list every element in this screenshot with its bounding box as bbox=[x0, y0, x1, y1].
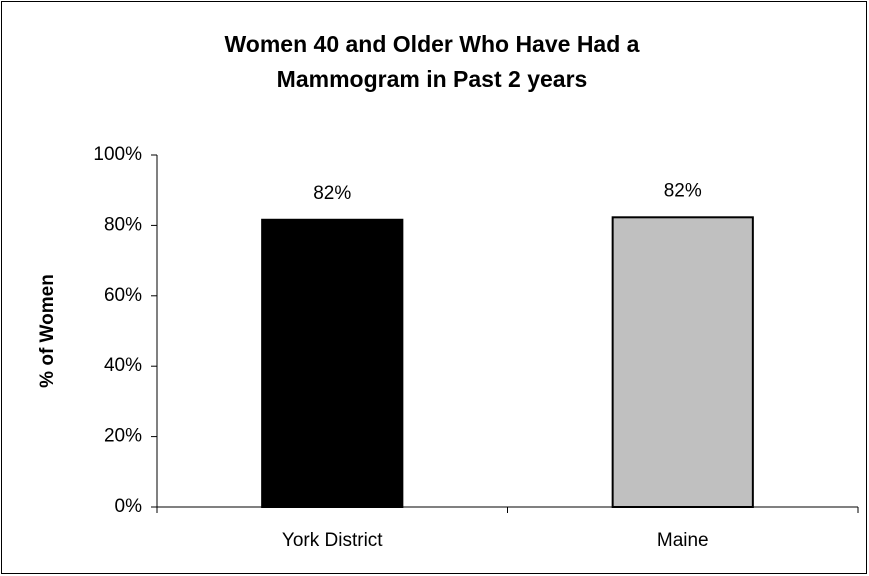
y-tick-label: 40% bbox=[104, 355, 142, 376]
y-axis-title: % of Women bbox=[37, 274, 58, 388]
y-tick-label: 80% bbox=[104, 214, 142, 235]
y-tick-label: 0% bbox=[115, 496, 143, 517]
y-tick-label: 100% bbox=[93, 144, 142, 165]
x-tick-label: Maine bbox=[657, 530, 709, 551]
bar bbox=[261, 218, 404, 508]
chart-title: Mammogram in Past 2 years bbox=[277, 66, 588, 92]
data-label: 82% bbox=[313, 183, 351, 204]
y-tick-label: 20% bbox=[104, 426, 142, 447]
data-label: 82% bbox=[664, 180, 702, 201]
y-tick-label: 60% bbox=[104, 285, 142, 306]
chart-title: Women 40 and Older Who Have Had a bbox=[225, 31, 640, 57]
x-tick-label: York District bbox=[282, 530, 383, 551]
bar bbox=[611, 216, 754, 509]
